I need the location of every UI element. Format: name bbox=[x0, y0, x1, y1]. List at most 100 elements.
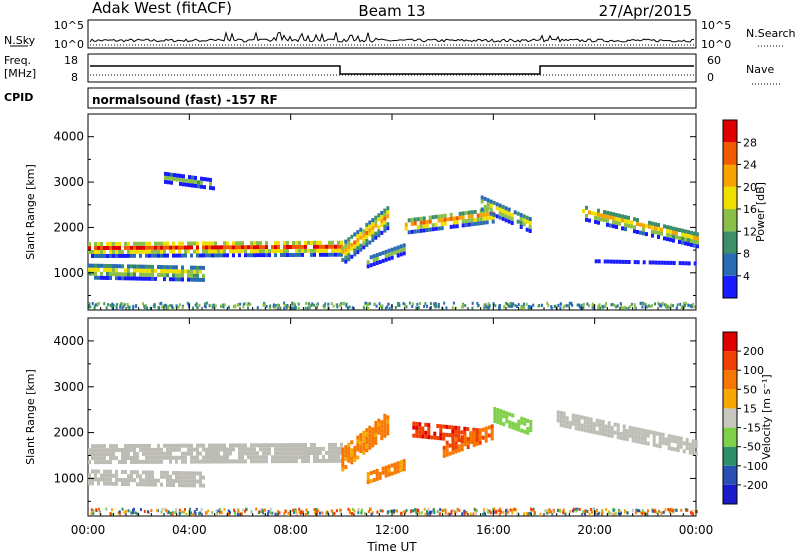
echo-cell bbox=[607, 425, 611, 430]
echo-cell bbox=[169, 482, 172, 487]
scatter-cell bbox=[244, 509, 246, 513]
echo-cell bbox=[489, 211, 493, 216]
echo-cell bbox=[127, 276, 130, 281]
scatter-cell bbox=[634, 511, 637, 515]
echo-cell bbox=[133, 460, 136, 464]
echo-cell bbox=[621, 226, 624, 231]
echo-cell bbox=[259, 443, 262, 448]
echo-cell bbox=[452, 220, 456, 225]
echo-cell bbox=[402, 463, 406, 468]
scatter-cell bbox=[167, 306, 169, 310]
echo-cell bbox=[172, 277, 175, 282]
echo-cell bbox=[127, 253, 130, 258]
echo-cell bbox=[112, 481, 115, 486]
echo-cell bbox=[211, 455, 214, 460]
scatter-cell bbox=[126, 302, 129, 306]
echo-cell bbox=[301, 451, 304, 456]
scatter-cell bbox=[272, 303, 275, 307]
scatter-cell bbox=[563, 304, 566, 308]
echo-cell bbox=[681, 236, 684, 241]
echo-cell bbox=[454, 445, 458, 450]
echo-cell bbox=[451, 425, 455, 430]
echo-cell bbox=[103, 481, 106, 486]
echo-cell bbox=[151, 451, 154, 456]
scatter-cell bbox=[397, 303, 400, 307]
echo-cell bbox=[384, 249, 388, 254]
echo-cell bbox=[640, 440, 644, 445]
echo-cell bbox=[472, 427, 476, 432]
scatter-cell bbox=[367, 307, 370, 310]
echo-cell bbox=[109, 241, 112, 246]
scatter-cell bbox=[336, 305, 339, 309]
colorbar-segment bbox=[723, 332, 737, 352]
echo-cell bbox=[172, 479, 175, 483]
echo-cell bbox=[341, 455, 345, 460]
scatter-cell bbox=[220, 305, 223, 308]
echo-cell bbox=[217, 459, 220, 464]
echo-cell bbox=[151, 455, 154, 460]
echo-cell bbox=[322, 252, 325, 257]
echo-cell bbox=[232, 241, 235, 246]
echo-cell bbox=[353, 244, 357, 249]
scatter-cell bbox=[475, 512, 478, 516]
echo-cell bbox=[214, 447, 217, 452]
echo-cell bbox=[100, 448, 103, 453]
echo-cell bbox=[628, 433, 632, 438]
echo-cell bbox=[133, 264, 136, 269]
echo-cell bbox=[205, 459, 208, 464]
scatter-cell bbox=[200, 508, 203, 511]
echo-cell bbox=[383, 224, 387, 229]
echo-cell bbox=[127, 249, 130, 254]
scatter-cell bbox=[174, 511, 177, 515]
echo-cell bbox=[160, 474, 163, 479]
echo-cell bbox=[94, 448, 97, 453]
echo-cell bbox=[202, 241, 205, 246]
echo-cell bbox=[178, 471, 181, 476]
echo-cell bbox=[368, 441, 372, 446]
scatter-cell bbox=[498, 304, 501, 308]
echo-cell bbox=[145, 264, 148, 269]
echo-cell bbox=[449, 224, 453, 229]
echo-cell bbox=[519, 225, 523, 229]
scatter-cell bbox=[171, 306, 174, 309]
echo-cell bbox=[350, 456, 354, 461]
echo-cell bbox=[307, 459, 310, 463]
echo-cell bbox=[598, 427, 602, 432]
echo-cell bbox=[495, 202, 499, 207]
colorbar-segment bbox=[723, 484, 737, 504]
echo-cell bbox=[577, 414, 581, 419]
scatter-cell bbox=[411, 305, 414, 308]
echo-cell bbox=[362, 237, 366, 242]
echo-cell bbox=[583, 428, 587, 433]
echo-cell bbox=[229, 245, 232, 250]
echo-cell bbox=[434, 214, 438, 219]
scatter-cell bbox=[165, 306, 168, 310]
y-tick-label: 4000 bbox=[53, 130, 84, 144]
scatter-cell bbox=[559, 509, 562, 513]
scatter-cell bbox=[136, 512, 139, 516]
echo-cell bbox=[109, 249, 112, 254]
scatter-cell bbox=[394, 306, 397, 309]
echo-cell bbox=[612, 224, 615, 229]
scatter-cell bbox=[351, 306, 354, 310]
echo-cell bbox=[145, 443, 148, 448]
echo-cell bbox=[88, 452, 91, 457]
echo-cell bbox=[368, 228, 372, 233]
echo-cell bbox=[181, 471, 184, 476]
scatter-cell bbox=[333, 511, 336, 515]
echo-cell bbox=[642, 231, 645, 236]
echo-cell bbox=[350, 242, 354, 247]
scatter-cell bbox=[370, 507, 373, 511]
echo-cell bbox=[121, 460, 124, 464]
echo-cell bbox=[187, 479, 190, 484]
scatter-cell bbox=[171, 512, 174, 516]
echo-cell bbox=[256, 443, 259, 448]
echo-cell bbox=[103, 444, 106, 449]
echo-cell bbox=[377, 426, 381, 431]
echo-cell bbox=[664, 437, 668, 442]
echo-cell bbox=[256, 249, 259, 254]
echo-cell bbox=[298, 240, 301, 245]
echo-cell bbox=[298, 244, 301, 249]
echo-band bbox=[556, 410, 698, 456]
echo-cell bbox=[663, 236, 666, 241]
